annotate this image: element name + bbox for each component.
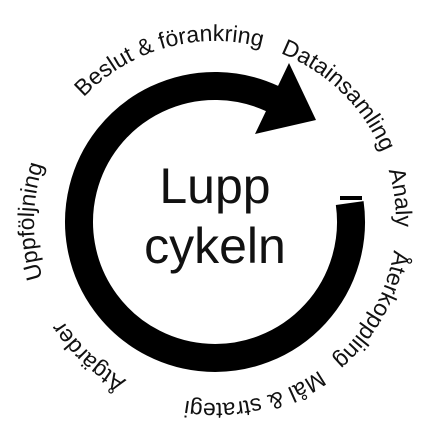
center-text: cykeln (144, 218, 286, 274)
step-label: Uppföljning (13, 159, 48, 284)
cycle-arrow-arc (65, 71, 366, 372)
step-label: Mål & strategi (182, 366, 330, 424)
center-text: Lupp (159, 158, 270, 214)
gap-mark (340, 196, 362, 200)
step-label-path: Mål & strategi (182, 366, 330, 424)
gap-mark (340, 205, 362, 209)
step-label-path: Uppföljning (13, 159, 48, 284)
cycle-arrow-head (255, 63, 316, 134)
